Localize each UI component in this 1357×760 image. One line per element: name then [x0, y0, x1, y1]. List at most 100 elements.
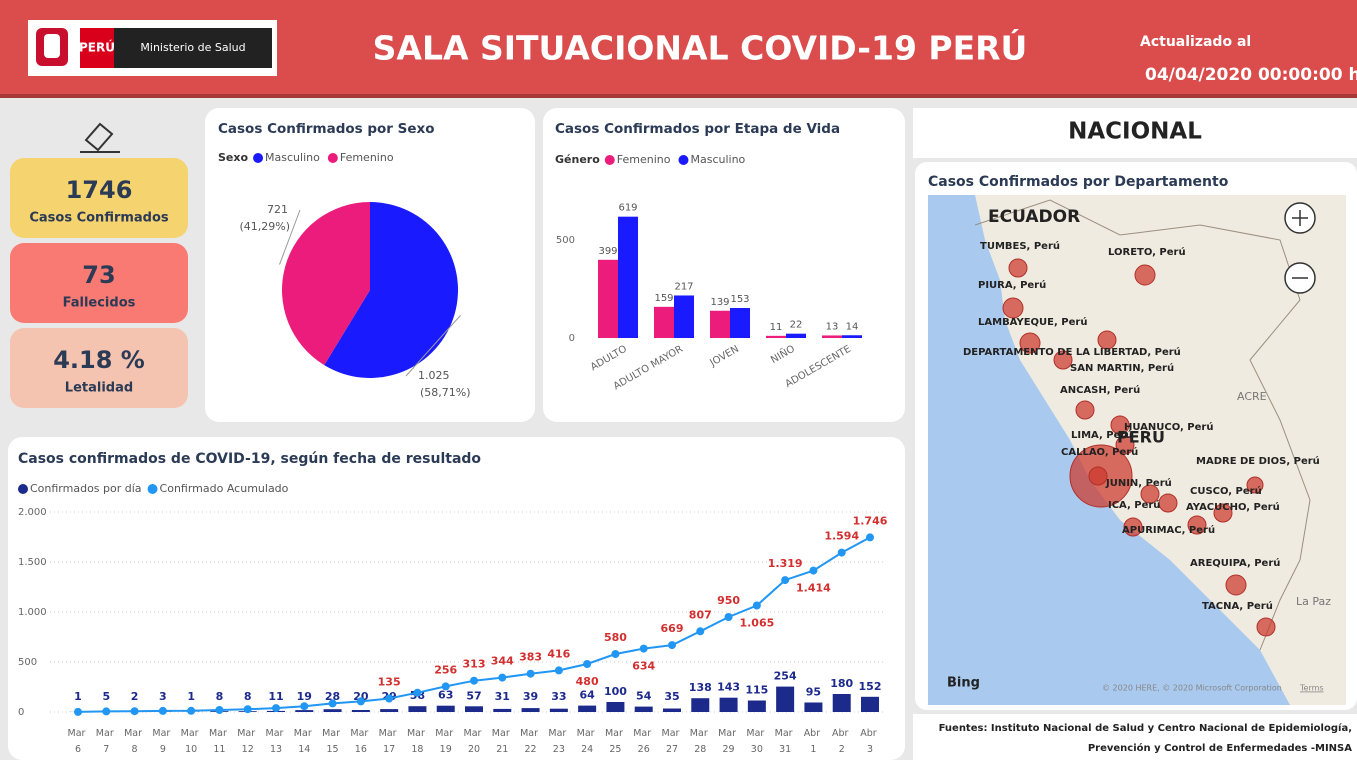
data-label: 480 [576, 675, 599, 688]
bubble[interactable] [1019, 332, 1041, 354]
x-tick-label: Mar 7 [96, 728, 117, 755]
data-label: 383 [519, 651, 542, 664]
zoom-in-icon [1292, 210, 1308, 226]
bubble[interactable] [1008, 258, 1028, 278]
legend-swatch [18, 484, 28, 494]
point [611, 650, 620, 658]
bubble[interactable] [1075, 400, 1095, 420]
x-tick-label: Mar 27 [662, 728, 683, 755]
eraser-icon[interactable] [80, 122, 120, 153]
kpi-value: 73 [82, 261, 115, 289]
map-label: JUNIN, Perú [1105, 477, 1172, 489]
data-label: 721 [267, 203, 288, 216]
bubble[interactable] [1187, 515, 1207, 535]
data-label: 95 [806, 686, 821, 699]
data-label: 1.594 [824, 530, 859, 543]
point [356, 697, 365, 706]
data-label: 138 [689, 681, 712, 694]
bubble[interactable] [1246, 476, 1264, 494]
bar [598, 259, 618, 338]
point [243, 705, 252, 714]
bar [323, 709, 342, 712]
bar [822, 335, 842, 338]
point [781, 576, 790, 585]
data-label: 217 [674, 281, 693, 292]
map-terms[interactable]: Terms [1299, 684, 1324, 693]
data-label: 619 [618, 203, 637, 214]
point [187, 706, 196, 715]
map-label: ICA, Perú [1108, 499, 1160, 511]
map-title: Casos Confirmados por Departamento [928, 174, 1229, 190]
map-label: AYACUCHO, Perú [1186, 501, 1280, 513]
x-tick-label: Mar 19 [435, 728, 456, 755]
x-tick-label: Abr 2 [832, 728, 851, 755]
y-tick-label: 2.000 [18, 507, 47, 518]
data-label: 28 [325, 690, 340, 703]
point [328, 699, 337, 708]
point [74, 707, 82, 716]
bar [654, 306, 674, 338]
point [441, 682, 450, 691]
data-label: 100 [604, 685, 627, 698]
map-label: SAN MARTIN, Perú [1070, 362, 1174, 374]
x-tick-label: Abr 1 [804, 728, 823, 755]
logo-country-box [80, 28, 114, 68]
data-label: 153 [730, 294, 749, 305]
bar [578, 705, 597, 712]
data-label: 139 [710, 297, 729, 308]
bar [674, 295, 694, 338]
map-copyright: © 2020 HERE, © 2020 Microsoft Corporatio… [1102, 684, 1282, 693]
bubble[interactable] [1115, 435, 1135, 455]
data-label: 19 [297, 690, 312, 703]
x-tick-label: Abr 3 [860, 728, 879, 755]
bubble[interactable] [1097, 330, 1117, 350]
data-label: 1.746 [853, 514, 888, 527]
bubble[interactable] [1002, 297, 1024, 319]
bubble[interactable] [1053, 350, 1073, 370]
bubble[interactable] [1123, 517, 1143, 537]
point [752, 601, 761, 610]
x-tick-label: Mar 31 [775, 728, 796, 755]
map-border [974, 199, 1311, 651]
bubble[interactable] [1088, 466, 1108, 486]
point [385, 694, 394, 703]
data-label: 416 [547, 647, 570, 660]
legend-swatch [604, 155, 615, 165]
point [272, 704, 280, 713]
data-label: 63 [438, 689, 453, 702]
data-label: 13 [826, 321, 839, 332]
kpi-card [10, 243, 188, 323]
chart-title: Casos Confirmados por Sexo [218, 121, 435, 137]
bubble[interactable] [1256, 617, 1276, 637]
logo-ministry-box [114, 28, 272, 68]
x-tick-label: Mar 11 [209, 728, 230, 755]
data-label: 159 [654, 293, 673, 304]
data-label: 1 [74, 690, 82, 703]
x-tick-label: Mar 8 [124, 728, 145, 755]
bubble[interactable] [1213, 503, 1233, 523]
point [215, 706, 224, 714]
data-label: 1.065 [739, 617, 774, 630]
data-label: 35 [664, 690, 679, 703]
bar [618, 216, 638, 338]
data-label: 115 [745, 684, 768, 697]
y-tick-label: 0 [569, 333, 575, 344]
data-label: 1 [187, 690, 195, 703]
bubble[interactable] [1158, 493, 1178, 513]
bubble[interactable] [1225, 574, 1247, 596]
bubble[interactable] [1134, 264, 1156, 286]
map-label: LAMBAYEQUE, Perú [978, 316, 1087, 328]
x-tick-label: Mar 10 [181, 728, 202, 755]
bar [861, 696, 879, 712]
bubble[interactable] [1110, 415, 1130, 435]
data-label: 152 [859, 680, 882, 693]
bar [380, 709, 399, 712]
map-label: ANCASH, Perú [1060, 384, 1140, 396]
x-tick-label: Mar 6 [68, 728, 89, 755]
point [470, 676, 478, 685]
bubble[interactable] [1140, 484, 1160, 504]
updated-date: 04/04/2020 00:00:00 hs [1145, 65, 1357, 85]
point [809, 566, 818, 575]
data-label: 22 [790, 320, 803, 331]
